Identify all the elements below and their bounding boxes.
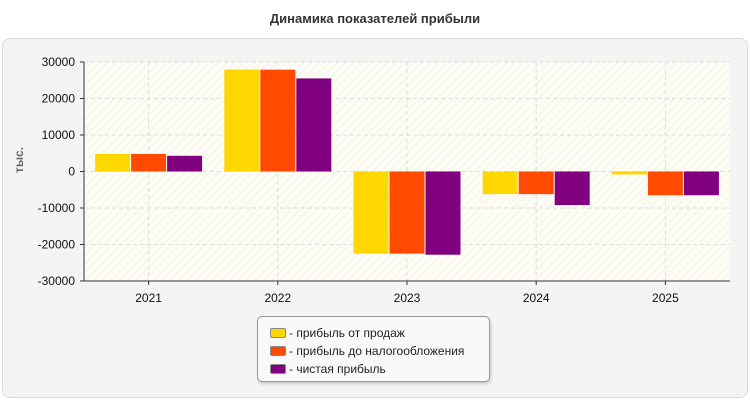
- x-tick-label: 2023: [394, 291, 421, 305]
- y-tick-label: 10000: [42, 128, 76, 142]
- bar-2025-series-2: [647, 171, 683, 196]
- x-tick-label: 2024: [523, 291, 550, 305]
- bar-2022-series-2: [260, 69, 296, 172]
- y-tick-label: -20000: [38, 238, 76, 252]
- bars: [95, 69, 719, 255]
- y-tick-label: -30000: [38, 274, 76, 288]
- y-axis-label: тыс.: [12, 147, 26, 173]
- bar-2024-series-2: [518, 171, 554, 195]
- bar-2023-series-1: [353, 171, 389, 254]
- legend-label: - прибыль от продаж: [289, 326, 405, 340]
- y-tick-label: -10000: [38, 201, 76, 215]
- legend-item-pretax-profit: - прибыль до налогообложения: [270, 342, 489, 360]
- bar-2023-series-2: [389, 171, 425, 254]
- y-tick-label: 0: [68, 165, 75, 179]
- x-tick-label: 2022: [264, 291, 291, 305]
- legend-item-net-profit: - чистая прибыль: [270, 360, 489, 378]
- ticks: 30000 20000 10000 0 -10000 -20000 -30000 2021 20…: [38, 55, 679, 305]
- bar-2024-series-3: [554, 171, 590, 206]
- bar-2021-series-1: [95, 153, 131, 172]
- y-tick-label: 30000: [42, 55, 76, 69]
- bar-2025-series-1: [611, 171, 647, 175]
- legend-swatch-orange: [270, 346, 286, 356]
- x-tick-label: 2021: [135, 291, 162, 305]
- bar-2022-series-1: [224, 69, 260, 172]
- bar-2025-series-3: [683, 171, 719, 196]
- x-tick-label: 2025: [652, 291, 679, 305]
- bar-2021-series-2: [131, 153, 167, 172]
- chart-title: Динамика показателей прибыли: [269, 11, 481, 26]
- bar-2022-series-3: [296, 78, 332, 172]
- legend-swatch-yellow: [270, 328, 286, 338]
- y-tick-label: 20000: [42, 92, 76, 106]
- bar-2021-series-3: [167, 155, 203, 172]
- bar-2023-series-3: [425, 171, 461, 255]
- legend-swatch-purple: [270, 364, 286, 374]
- bar-2024-series-1: [482, 171, 518, 195]
- legend-label: - прибыль до налогообложения: [289, 344, 465, 358]
- legend-item-sales-profit: - прибыль от продаж: [270, 324, 489, 342]
- legend: - прибыль от продаж - прибыль до налогоо…: [257, 316, 490, 382]
- legend-label: - чистая прибыль: [289, 362, 386, 376]
